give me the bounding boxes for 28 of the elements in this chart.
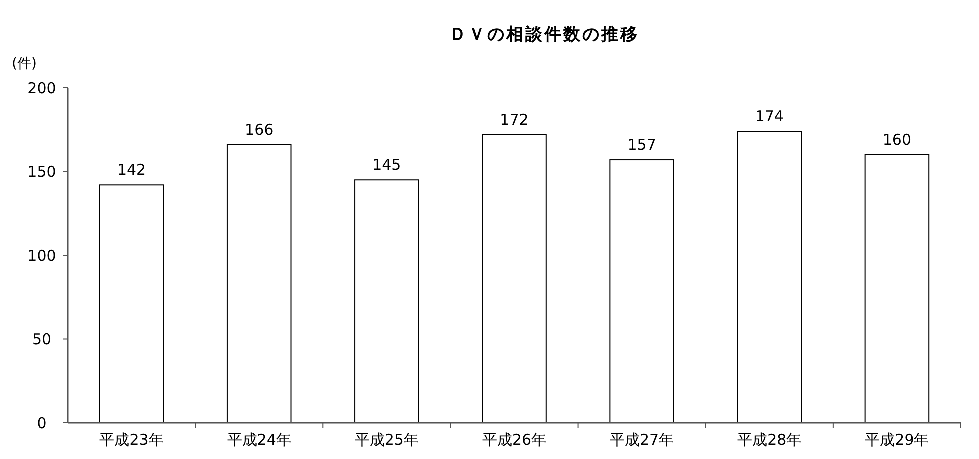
y-tick-label: 50 (32, 330, 52, 348)
x-tick-label: 平成24年 (227, 431, 292, 449)
bar (864, 154, 930, 424)
data-label: 142 (117, 161, 146, 180)
y-axis-title: (件) (12, 56, 37, 72)
x-tick-label: 平成23年 (100, 431, 164, 449)
y-tick-label: 100 (28, 246, 56, 265)
y-tick-label: 200 (28, 79, 56, 98)
bar (354, 180, 420, 424)
data-label: 172 (500, 110, 529, 129)
bar (99, 184, 164, 424)
y-tick-label: 150 (28, 163, 56, 181)
data-label: 157 (628, 136, 656, 154)
data-label: 145 (372, 156, 402, 174)
data-label: 160 (882, 131, 912, 149)
data-label: 166 (245, 120, 274, 139)
bar (482, 134, 547, 424)
chart-title: ＤＶの相談件数の推移 (450, 25, 640, 45)
bar (610, 160, 674, 424)
y-tick-label: 0 (37, 414, 47, 432)
x-tick-label: 平成29年 (865, 431, 930, 449)
bar (737, 131, 802, 424)
x-tick-label: 平成28年 (738, 431, 802, 449)
data-label: 174 (755, 108, 784, 126)
x-tick-label: 平成25年 (354, 431, 419, 449)
x-tick-label: 平成26年 (482, 431, 547, 449)
x-tick-label: 平成27年 (610, 431, 674, 449)
bar (226, 144, 292, 424)
